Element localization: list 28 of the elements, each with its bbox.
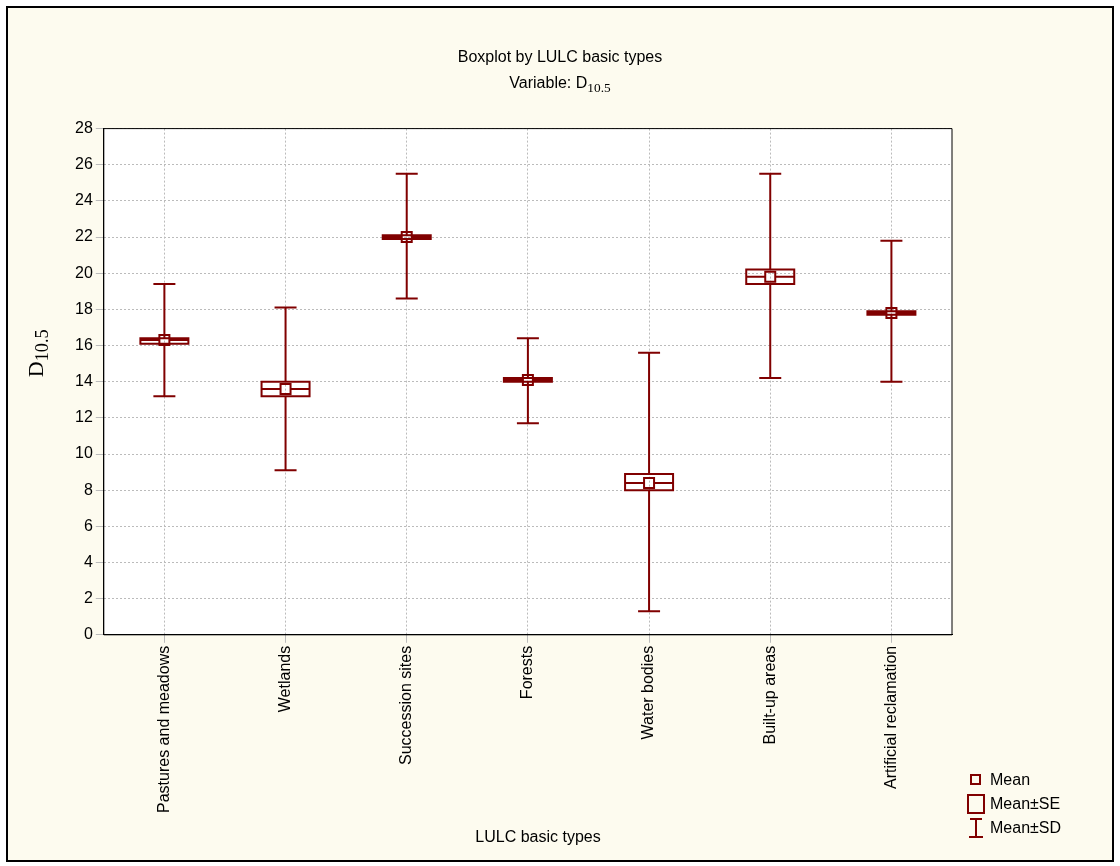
- chart-subtitle: Variable: D$_{10.5}$: [508, 74, 612, 97]
- text: Mean±SD: [990, 819, 1062, 837]
- text: Mean±SE: [990, 795, 1061, 813]
- y-tick-label: 16: [75, 335, 93, 353]
- text: Mean: [990, 771, 1031, 789]
- y-tick-label: 24: [75, 191, 93, 209]
- chart-title: Boxplot by LULC basic types: [456, 48, 664, 66]
- y-tick-label: 2: [83, 589, 93, 607]
- y-tick-label: 22: [75, 227, 93, 245]
- x-tick-label: Wetlands: [275, 645, 293, 713]
- x-tick-label: Pastures and meadows: [154, 645, 172, 813]
- y-tick-label: 12: [75, 408, 93, 426]
- y-tick-label: 20: [75, 263, 93, 281]
- x-tick-label: Water bodies: [639, 645, 657, 740]
- x-axis-title: LULC basic types: [474, 828, 602, 846]
- x-tick-label: Forests: [518, 645, 536, 700]
- x-tick-label: Artificial reclamation: [881, 645, 899, 789]
- y-tick-label: 6: [83, 516, 93, 534]
- y-tick-label: 4: [83, 552, 93, 570]
- x-tick-label: Succession sites: [397, 645, 415, 765]
- y-tick-label: 10: [75, 444, 93, 462]
- y-tick-label: 14: [75, 372, 93, 390]
- y-tick-label: 26: [75, 155, 93, 173]
- y-tick-label: 0: [83, 625, 93, 643]
- y-tick-label: 28: [75, 119, 93, 137]
- x-tick-label: Built-up areas: [760, 645, 778, 745]
- y-tick-label: 18: [75, 299, 93, 317]
- y-tick-label: 8: [83, 480, 93, 498]
